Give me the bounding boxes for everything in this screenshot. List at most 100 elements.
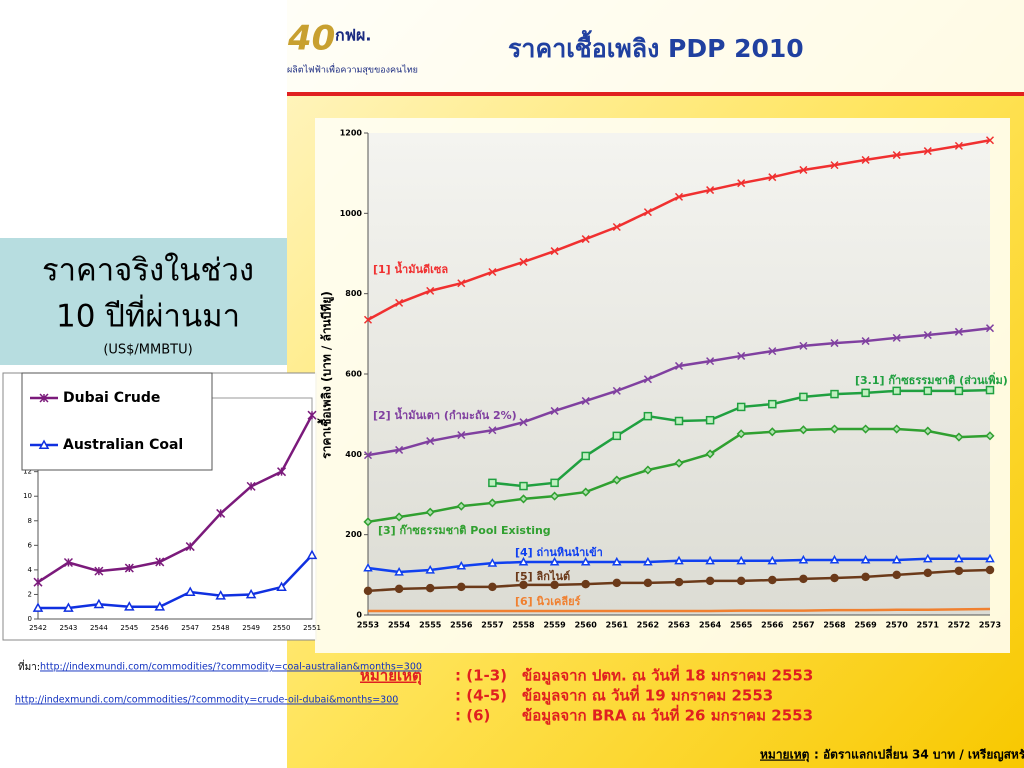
marker (830, 339, 839, 348)
marker (519, 481, 528, 491)
marker (923, 426, 933, 436)
marker (612, 578, 622, 588)
marker (457, 279, 466, 288)
y-tick-label: 400 (345, 450, 362, 459)
marker (426, 437, 435, 446)
marker (394, 584, 404, 594)
left-subtitle: (US$/MMBTU) (103, 343, 192, 358)
marker (736, 576, 746, 586)
marker (861, 572, 870, 582)
marker (550, 478, 559, 488)
marker (892, 570, 901, 580)
series-line (37, 414, 314, 584)
x-tick-label: 2564 (699, 621, 722, 630)
marker (861, 388, 870, 398)
y-tick-label: 0 (28, 615, 32, 623)
marker (674, 361, 684, 370)
logo-number: 40 (287, 19, 335, 59)
marker (643, 556, 653, 566)
marker (33, 577, 43, 587)
marker (954, 327, 963, 336)
source-link[interactable]: http://indexmundi.com/commodities/?commo… (15, 695, 398, 706)
note-text: ข้อมูลจาก BRA ณ วันที่ 26 มกราคม 2553 (522, 705, 813, 726)
marker (954, 432, 964, 442)
x-tick-label: 2554 (388, 621, 411, 630)
marker (706, 357, 715, 366)
marker (63, 602, 74, 612)
marker (798, 554, 809, 564)
y-tick-label: 600 (345, 370, 362, 379)
marker (32, 602, 44, 612)
marker (456, 560, 467, 570)
marker (38, 439, 50, 449)
y-tick-label: 12 (23, 468, 32, 476)
marker (768, 575, 777, 585)
marker (860, 554, 871, 564)
marker (985, 324, 995, 333)
left-title-line: ราคาจริงในช่วง (42, 253, 254, 289)
marker (184, 586, 196, 596)
series-line (38, 554, 313, 610)
marker (830, 161, 839, 170)
marker (277, 467, 287, 477)
marker (550, 247, 559, 256)
marker (767, 555, 778, 565)
marker (457, 431, 466, 440)
marker (768, 347, 777, 356)
marker (830, 573, 839, 583)
marker (736, 429, 746, 439)
footer-label: หมายเหตุ (760, 748, 810, 763)
marker (643, 411, 653, 421)
marker (706, 186, 715, 195)
marker (215, 590, 226, 600)
series-line (368, 607, 991, 613)
logo-tagline: ผลิตไฟฟ้าเพื่อความสุขของคนไทย (287, 63, 418, 76)
marker (363, 517, 373, 527)
logo-org: กฟผ. (335, 26, 371, 45)
y-tick-label: 0 (356, 611, 362, 620)
marker (861, 337, 870, 346)
left-title-box (0, 238, 287, 365)
marker (923, 553, 933, 563)
marker (488, 426, 497, 435)
note-text: ข้อมูลจาก ณ วันที่ 19 มกราคม 2553 (522, 685, 773, 706)
marker (923, 147, 932, 156)
x-tick-label: 2563 (668, 621, 690, 630)
x-tick-label: 2562 (637, 621, 659, 630)
marker (705, 576, 715, 586)
x-tick-label: 2550 (273, 624, 291, 632)
source-link[interactable]: http://indexmundi.com/commodities/?commo… (40, 662, 422, 673)
marker (124, 563, 134, 573)
x-tick-label: 2568 (823, 621, 846, 630)
marker (954, 566, 964, 576)
marker (861, 155, 870, 164)
x-tick-label: 2542 (29, 624, 47, 632)
x-tick-label: 2548 (212, 624, 230, 632)
marker (612, 475, 622, 485)
marker (154, 601, 166, 611)
marker (799, 341, 808, 350)
note-code: : (4-5) (455, 687, 507, 705)
marker (892, 151, 901, 160)
marker (94, 566, 104, 576)
marker (768, 399, 777, 409)
big-plot-area (368, 133, 990, 615)
marker (549, 556, 560, 566)
y-tick-label: 10 (23, 492, 32, 500)
x-tick-label: 2556 (450, 621, 473, 630)
series-label: [4] ถ่านหินนำเข้า (515, 546, 603, 559)
marker (799, 392, 808, 402)
marker (550, 406, 559, 415)
marker (518, 494, 529, 504)
marker (93, 598, 105, 609)
marker (737, 179, 746, 188)
marker (767, 427, 777, 437)
marker (643, 465, 653, 475)
marker (892, 386, 901, 396)
marker (985, 431, 995, 441)
y-tick-label: 8 (28, 517, 32, 525)
marker (923, 386, 933, 396)
marker (487, 558, 498, 567)
